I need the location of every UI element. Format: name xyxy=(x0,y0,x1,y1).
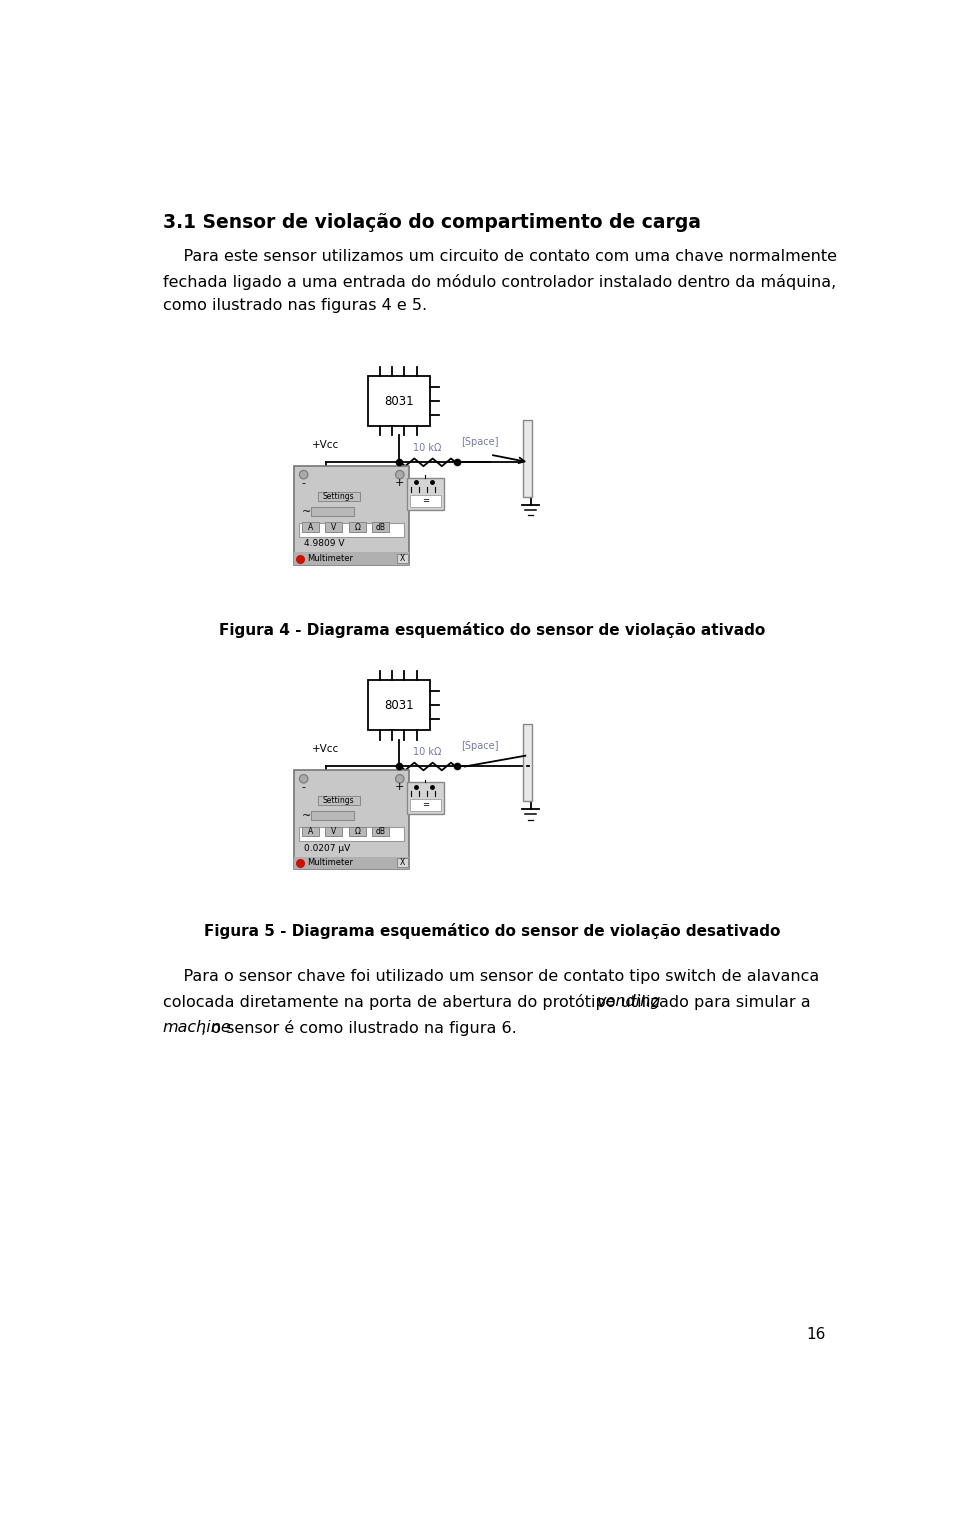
Bar xyxy=(410,799,441,811)
Bar xyxy=(372,826,389,835)
Text: Figura 4 - Diagrama esquemático do sensor de violação ativado: Figura 4 - Diagrama esquemático do senso… xyxy=(219,623,765,638)
Text: V: V xyxy=(331,523,337,531)
Circle shape xyxy=(300,470,308,479)
Text: Ω: Ω xyxy=(354,523,360,531)
Text: -: - xyxy=(301,782,305,793)
Text: X: X xyxy=(399,554,405,563)
Bar xyxy=(302,826,319,835)
Text: +Vcc: +Vcc xyxy=(312,441,340,450)
Text: Figura 5 - Diagrama esquemático do sensor de violação desativado: Figura 5 - Diagrama esquemático do senso… xyxy=(204,923,780,939)
Text: Para o sensor chave foi utilizado um sensor de contato tipo switch de alavanca: Para o sensor chave foi utilizado um sen… xyxy=(162,968,819,984)
Bar xyxy=(311,506,354,516)
Bar xyxy=(368,681,430,730)
Text: ~: ~ xyxy=(302,811,311,820)
Text: 4.9809 V: 4.9809 V xyxy=(303,540,345,548)
Text: 8031: 8031 xyxy=(384,395,414,407)
Text: vending: vending xyxy=(596,994,661,1010)
Text: V: V xyxy=(331,826,337,835)
Circle shape xyxy=(300,774,308,783)
Bar xyxy=(372,522,389,531)
Text: =: = xyxy=(421,496,429,505)
Circle shape xyxy=(396,470,404,479)
Text: , o sensor é como ilustrado na figura 6.: , o sensor é como ilustrado na figura 6. xyxy=(201,1021,516,1036)
Text: =: = xyxy=(421,800,429,809)
Bar xyxy=(348,522,366,531)
Bar xyxy=(325,522,343,531)
Text: [Space]: [Space] xyxy=(461,741,498,751)
Bar xyxy=(299,828,404,842)
Text: X: X xyxy=(399,858,405,868)
Text: +: + xyxy=(396,782,404,793)
Text: machine: machine xyxy=(162,1021,231,1034)
Text: A: A xyxy=(308,826,313,835)
Bar xyxy=(295,552,409,565)
Bar xyxy=(299,523,404,537)
Bar xyxy=(318,796,360,805)
Bar xyxy=(295,467,409,565)
Text: A: A xyxy=(308,523,313,531)
Text: 10 kΩ: 10 kΩ xyxy=(414,747,442,757)
Text: Ω: Ω xyxy=(354,826,360,835)
Text: dB: dB xyxy=(375,523,385,531)
Bar xyxy=(407,782,444,814)
Text: colocada diretamente na porta de abertura do protótipo utilizado para simular a: colocada diretamente na porta de abertur… xyxy=(162,994,815,1010)
Text: [Space]: [Space] xyxy=(461,438,498,447)
Bar xyxy=(523,421,532,497)
Text: dB: dB xyxy=(375,826,385,835)
Text: +: + xyxy=(396,479,404,488)
Text: ~: ~ xyxy=(302,506,311,517)
Text: fechada ligado a uma entrada do módulo controlador instalado dentro da máquina,: fechada ligado a uma entrada do módulo c… xyxy=(162,274,836,289)
Text: 0.0207 μV: 0.0207 μV xyxy=(303,843,350,852)
Bar xyxy=(348,826,366,835)
Bar xyxy=(410,494,441,506)
Text: como ilustrado nas figuras 4 e 5.: como ilustrado nas figuras 4 e 5. xyxy=(162,298,427,314)
Bar xyxy=(325,826,343,835)
Bar xyxy=(295,770,409,869)
Bar xyxy=(295,857,409,869)
Text: -: - xyxy=(301,479,305,488)
Bar xyxy=(318,491,360,500)
Text: 16: 16 xyxy=(805,1328,826,1342)
Text: Multimeter: Multimeter xyxy=(307,554,353,563)
Text: Settings: Settings xyxy=(323,796,354,805)
Circle shape xyxy=(396,774,404,783)
Text: Para este sensor utilizamos um circuito de contato com uma chave normalmente: Para este sensor utilizamos um circuito … xyxy=(162,249,836,265)
Bar xyxy=(396,554,408,563)
Bar xyxy=(302,522,319,531)
Text: Multimeter: Multimeter xyxy=(307,858,353,868)
Bar xyxy=(311,811,354,820)
Bar xyxy=(396,858,408,868)
Bar xyxy=(407,477,444,509)
Text: Settings: Settings xyxy=(323,491,354,500)
Bar xyxy=(368,376,430,427)
Text: 10 kΩ: 10 kΩ xyxy=(414,444,442,453)
Bar xyxy=(523,724,532,802)
Text: 8031: 8031 xyxy=(384,699,414,711)
Text: 3.1 Sensor de violação do compartimento de carga: 3.1 Sensor de violação do compartimento … xyxy=(162,213,701,233)
Text: +Vcc: +Vcc xyxy=(312,744,340,754)
